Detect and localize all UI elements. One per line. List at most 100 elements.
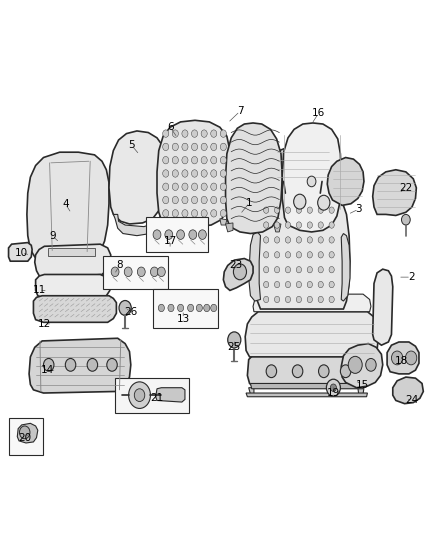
Circle shape [286, 296, 290, 303]
Text: 24: 24 [405, 395, 419, 406]
Circle shape [191, 169, 198, 177]
Circle shape [172, 157, 178, 164]
Circle shape [119, 301, 131, 316]
Circle shape [307, 296, 312, 303]
Circle shape [201, 169, 207, 177]
Text: 10: 10 [15, 248, 28, 258]
Text: 12: 12 [38, 319, 51, 329]
Circle shape [182, 183, 188, 190]
FancyBboxPatch shape [115, 378, 189, 413]
Circle shape [177, 230, 184, 239]
Circle shape [318, 237, 323, 243]
Polygon shape [247, 354, 365, 387]
Polygon shape [223, 259, 253, 290]
Polygon shape [373, 269, 393, 345]
Circle shape [220, 157, 226, 164]
Circle shape [307, 266, 312, 273]
Circle shape [402, 214, 410, 225]
Polygon shape [226, 223, 233, 232]
Circle shape [264, 222, 269, 228]
Circle shape [211, 169, 217, 177]
Circle shape [87, 359, 98, 371]
Polygon shape [35, 244, 111, 278]
Circle shape [129, 382, 150, 408]
Circle shape [162, 183, 169, 190]
Polygon shape [157, 120, 231, 227]
Circle shape [286, 207, 290, 213]
Circle shape [264, 266, 269, 273]
Circle shape [150, 267, 158, 277]
Circle shape [172, 183, 178, 190]
Polygon shape [220, 219, 227, 225]
Polygon shape [274, 224, 281, 232]
Polygon shape [249, 232, 261, 301]
Circle shape [211, 183, 217, 190]
Text: 13: 13 [177, 313, 190, 324]
Polygon shape [113, 214, 166, 236]
Text: 11: 11 [32, 286, 46, 295]
Circle shape [220, 169, 226, 177]
Circle shape [406, 351, 417, 365]
Circle shape [392, 351, 403, 365]
Circle shape [286, 222, 290, 228]
FancyBboxPatch shape [152, 289, 218, 328]
Polygon shape [387, 342, 419, 374]
Circle shape [348, 357, 362, 373]
Circle shape [138, 267, 145, 277]
Text: 20: 20 [18, 433, 31, 443]
Circle shape [275, 207, 280, 213]
Circle shape [307, 176, 316, 187]
Circle shape [107, 359, 117, 371]
Circle shape [275, 296, 280, 303]
Circle shape [318, 222, 323, 228]
Polygon shape [48, 248, 95, 256]
Circle shape [177, 304, 184, 312]
Circle shape [296, 296, 301, 303]
Polygon shape [109, 131, 164, 224]
Circle shape [198, 230, 206, 239]
Circle shape [43, 359, 54, 371]
Circle shape [187, 304, 194, 312]
Circle shape [264, 207, 269, 213]
Circle shape [318, 252, 323, 258]
Circle shape [182, 196, 188, 204]
Polygon shape [373, 169, 417, 215]
Circle shape [264, 252, 269, 258]
Polygon shape [245, 312, 378, 357]
Polygon shape [9, 243, 32, 261]
Circle shape [189, 230, 197, 239]
Circle shape [293, 194, 306, 209]
Polygon shape [251, 383, 364, 389]
Circle shape [318, 281, 323, 288]
Circle shape [211, 130, 217, 138]
Circle shape [233, 264, 247, 280]
Circle shape [191, 209, 198, 217]
Circle shape [211, 209, 217, 217]
Circle shape [275, 281, 280, 288]
Circle shape [318, 195, 330, 210]
Circle shape [204, 304, 210, 312]
Circle shape [264, 281, 269, 288]
Circle shape [201, 157, 207, 164]
Circle shape [296, 222, 301, 228]
Circle shape [275, 237, 280, 243]
Circle shape [307, 222, 312, 228]
Circle shape [211, 157, 217, 164]
Text: 26: 26 [124, 306, 138, 317]
Polygon shape [161, 217, 169, 225]
Circle shape [329, 237, 334, 243]
Text: 23: 23 [229, 261, 242, 270]
Circle shape [182, 130, 188, 138]
Circle shape [172, 130, 178, 138]
Circle shape [182, 157, 188, 164]
Polygon shape [29, 338, 131, 393]
Polygon shape [341, 233, 350, 301]
Circle shape [307, 207, 312, 213]
Circle shape [172, 169, 178, 177]
Text: 7: 7 [237, 106, 243, 116]
Circle shape [220, 196, 226, 204]
Circle shape [296, 237, 301, 243]
Circle shape [329, 296, 334, 303]
Circle shape [196, 304, 202, 312]
Text: 25: 25 [228, 342, 241, 352]
